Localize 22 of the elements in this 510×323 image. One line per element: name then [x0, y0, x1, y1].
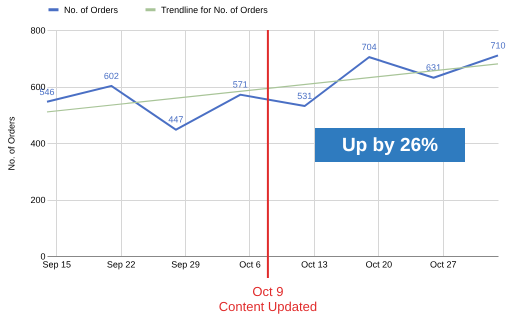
y-tick-label: 400: [30, 138, 46, 148]
annotation: Up by 26%: [342, 135, 438, 156]
legend-label: Trendline for No. of Orders: [161, 4, 268, 15]
x-tick-label: Oct 13: [301, 260, 328, 270]
y-axis-title: No. of Orders: [6, 116, 16, 171]
x-tick-label: Oct 6: [239, 260, 261, 270]
data-label: 531: [297, 90, 312, 101]
x-tick-label: Sep 29: [171, 260, 200, 270]
y-tick-label: 200: [30, 195, 46, 205]
ref-line-label: Oct 9 Content Updated: [218, 284, 318, 314]
data-label: 704: [362, 42, 377, 52]
legend-label: No. of Orders: [64, 4, 119, 15]
data-label: 447: [168, 114, 184, 125]
data-label: 571: [232, 80, 248, 90]
x-tick-label: Sep 22: [106, 260, 136, 270]
data-label: 710: [490, 40, 506, 50]
data-label: 602: [104, 70, 119, 81]
x-tick-label: Oct 20: [366, 260, 392, 270]
x-tick-label: Oct 27: [430, 260, 457, 270]
y-tick-label: 0: [40, 252, 46, 262]
x-tick-label: Sep 15: [42, 260, 71, 270]
y-tick-label: 800: [30, 26, 46, 36]
